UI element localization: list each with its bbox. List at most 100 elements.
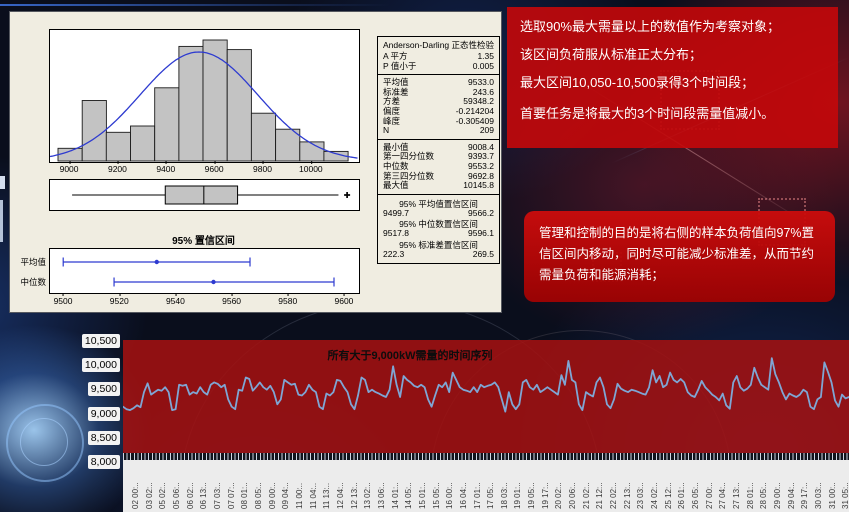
x-axis-label: 26 01:..: [677, 482, 687, 509]
stats-value: 59348.2: [463, 96, 494, 107]
x-axis-label: 19 17:..: [540, 482, 550, 509]
stats-row: 标准差 243.6: [383, 86, 494, 98]
note-line: 选取90%最大需量以上的数值作为考察对象；: [520, 19, 781, 34]
x-axis-label: 21 12:..: [595, 482, 605, 509]
x-axis-label: 14 01:..: [390, 482, 400, 509]
x-axis-label: 26 05:..: [691, 482, 701, 509]
timeseries-title: 所有大于9,000kW需量的时间序列: [327, 350, 493, 362]
stats-label: 峰度: [383, 115, 401, 126]
histogram-x-tick: 9400: [156, 161, 176, 174]
top-blue-line: [0, 4, 390, 6]
x-axis-label: 06 02:..: [185, 482, 195, 509]
stats-section-normality: Anderson-Darling 正态性检验 A 平方 1.35 P 值小于 0.00…: [378, 37, 499, 76]
ci-x-tick: 9520: [109, 293, 129, 306]
x-axis-label: 22 13:..: [622, 482, 632, 509]
y-axis-label: 8,000: [87, 455, 120, 469]
stats-row: 9499.7 9566.2: [383, 208, 494, 219]
ci-high-value: 9596.1: [468, 228, 494, 239]
ci-row-label-mean: 平均值: [20, 257, 46, 267]
ci-high-value: 269.5: [472, 248, 494, 259]
ci-row-title: 95% 标准差置信区间: [399, 239, 478, 250]
histogram-bar: [57, 147, 83, 162]
x-axis-label: 08 01:..: [240, 482, 250, 509]
histogram-svg: [49, 39, 358, 162]
stats-row: 平均值 9533.0: [383, 78, 494, 88]
ci-svg: [62, 257, 335, 287]
x-axis-label: 12 13:..: [349, 482, 359, 509]
x-axis-label: 16 04:..: [458, 482, 468, 509]
boxplot-panel: [49, 179, 360, 211]
histogram-bar: [130, 125, 156, 162]
x-axis-label: 28 01:..: [745, 482, 755, 509]
histogram-plot: [49, 29, 360, 163]
normal-curve: [49, 51, 358, 159]
stats-label: 第三四分位数: [383, 170, 435, 181]
note-line: 该区间负荷服从标准正太分布；: [520, 47, 703, 62]
ci-x-tick: 9540: [165, 293, 185, 306]
x-axis-label: 29 00:..: [773, 482, 783, 509]
x-axis-label: 11 00:..: [294, 482, 304, 509]
ci-x-tick: 9600: [334, 293, 354, 306]
timeseries-svg: [122, 357, 849, 413]
ci-x-tick: 9560: [222, 293, 242, 306]
tech-ring-decor: [6, 404, 84, 482]
x-axis-label: 30 03:..: [814, 482, 823, 509]
stats-rows: A 平方 1.35 P 值小于 0.005: [383, 51, 494, 72]
x-axis-label: 31 05:..: [841, 482, 849, 509]
histogram-bar: [81, 100, 107, 162]
stats-label: A 平方: [383, 51, 408, 61]
histogram-x-tick: 9600: [204, 161, 224, 174]
edge-mark: [0, 176, 5, 189]
stats-table: Anderson-Darling 正态性检验 A 平方 1.35 P 值小于 0.00…: [377, 36, 500, 264]
x-axis-label: 05 06:..: [171, 482, 181, 509]
stats-label: P 值小于: [383, 60, 417, 71]
x-axis-label: 22 02:..: [609, 482, 619, 509]
x-axis-label: 07 07:..: [226, 482, 236, 509]
x-axis-label: 09 04:..: [281, 482, 291, 509]
stats-row: 9517.8 9596.1: [383, 229, 494, 239]
ci-center-marker: [154, 259, 159, 265]
x-axis-label: 21 02:..: [581, 482, 591, 509]
x-axis-label: 09 00:..: [267, 482, 277, 509]
stats-label: 最大值: [383, 180, 409, 191]
stats-section-intervals: 95% 平均值置信区间 9499.7 9566.2 95% 中位数置信区间 9517.8…: [378, 195, 499, 263]
ci-row-label-median: 中位数: [20, 277, 46, 287]
stats-label: 中位数: [383, 160, 409, 171]
stats-section-moments: 平均值 9533.0 标准差 243.6 方差 59348.2 偏度 -0.214204 峰度 -…: [378, 75, 499, 140]
histogram-bar: [299, 141, 325, 162]
ci-x-tick: 9580: [278, 293, 298, 306]
stats-value: 0.005: [472, 60, 494, 71]
histogram-x-tick: 10000: [299, 161, 323, 174]
stats-value: 10145.8: [463, 180, 494, 191]
stats-value: 209: [479, 125, 494, 136]
stats-value: 9533.0: [468, 77, 494, 88]
x-axis-label: 28 05:..: [759, 482, 769, 509]
stats-value: 1.35: [477, 51, 494, 61]
stats-row: 峰度 -0.305409: [383, 115, 494, 127]
stats-row: 偏度 -0.214204: [383, 106, 494, 117]
x-axis-label: 05 02:..: [158, 482, 168, 509]
histogram-bar: [105, 131, 131, 162]
y-axis-label: 8,500: [87, 430, 120, 445]
histogram-bar: [154, 87, 180, 162]
x-axis-label: 29 04:..: [786, 482, 796, 509]
timeseries-x-axis: 02 00:.. 03 02:.. 05 02:.. 05 06:.. 06 02:..…: [123, 460, 849, 512]
x-axis-label: 17 01:..: [472, 482, 482, 509]
y-axis-label: 9,500: [87, 382, 120, 397]
note-line: 最大区间10,050-10,500录得3个时间段；: [520, 75, 755, 90]
stats-value: 9692.8: [468, 170, 494, 181]
histogram-bar: [250, 112, 277, 162]
ci-center-marker: [211, 279, 216, 285]
stats-row: 最小值 9008.4: [383, 141, 494, 153]
x-axis-label: 27 00:..: [704, 482, 714, 509]
stats-value: 9393.7: [468, 151, 494, 162]
x-axis-label: 31 00:..: [827, 482, 837, 509]
stats-label: 平均值: [383, 77, 409, 88]
stats-row: P 值小于 0.005: [383, 60, 494, 72]
stats-label: 最小值: [383, 141, 409, 152]
x-axis-label: 19 01:..: [513, 482, 523, 509]
stats-label: 标准差: [383, 86, 409, 97]
note-line: 首要任务是将最大的3个时间段需量值减小。: [520, 106, 775, 121]
histogram-bar: [202, 39, 228, 162]
x-axis-label: 29 17:..: [800, 482, 810, 509]
